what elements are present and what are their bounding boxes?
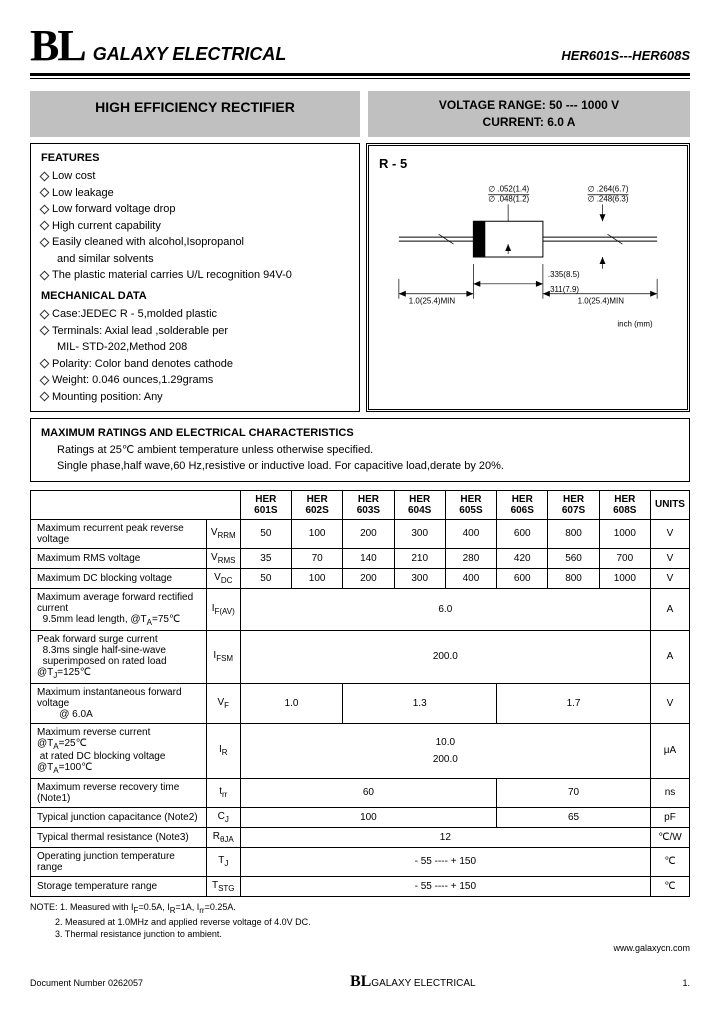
svg-text:1.0(25.4)MIN: 1.0(25.4)MIN <box>578 296 625 305</box>
spec-table: HER 601S HER 602S HER 603S HER 604S HER … <box>30 490 690 897</box>
mech-item-cont: MIL- STD-202,Method 208 <box>57 339 349 356</box>
features-box: FEATURES Low cost Low leakage Low forwar… <box>30 143 360 413</box>
part-number: HER601S---HER608S <box>561 48 690 63</box>
voltage-value: 50 --- 1000 V <box>549 98 619 112</box>
feature-item: Low cost <box>52 170 95 182</box>
doc-number: Document Number 0262057 <box>30 978 143 988</box>
notes: NOTE: 1. Measured with IF=0.5A, IR=1A, I… <box>30 901 690 941</box>
col-header: HER 603S <box>343 490 394 519</box>
col-header: HER 607S <box>548 490 599 519</box>
feature-item: Low forward voltage drop <box>52 203 176 215</box>
package-diagram: R - 5 ∅ .052(1.4) ∅ .048(1.2) ∅ .264(6.7… <box>366 143 690 413</box>
product-title: HIGH EFFICIENCY RECTIFIER <box>30 91 360 137</box>
table-row: Maximum instantaneous forward voltage @ … <box>31 683 690 723</box>
col-header: HER 602S <box>291 490 342 519</box>
table-row: Storage temperature range TSTG - 55 ----… <box>31 876 690 896</box>
mechanical-heading: MECHANICAL DATA <box>41 288 349 305</box>
table-header: HER 601S HER 602S HER 603S HER 604S HER … <box>31 490 690 519</box>
feature-item: The plastic material carries U/L recogni… <box>52 269 292 281</box>
svg-text:1.0(25.4)MIN: 1.0(25.4)MIN <box>409 296 456 305</box>
mech-item: Terminals: Axial lead ,solderable per <box>52 325 228 337</box>
ratings-line: Ratings at 25℃ ambient temperature unles… <box>57 442 679 459</box>
ratings-line: Single phase,half wave,60 Hz,resistive o… <box>57 458 679 475</box>
table-row: Typical junction capacitance (Note2) CJ … <box>31 807 690 827</box>
bullet-icon <box>40 221 50 231</box>
svg-text:∅ .248(6.3): ∅ .248(6.3) <box>588 194 629 203</box>
footer-company: GALAXY ELECTRICAL <box>371 978 475 989</box>
svg-text:∅ .052(1.4): ∅ .052(1.4) <box>488 184 529 193</box>
table-row: Maximum reverse recovery time (Note1) tr… <box>31 778 690 807</box>
table-row: Maximum RMS voltageVRMS35701402102804205… <box>31 548 690 568</box>
col-header: HER 601S <box>240 490 291 519</box>
bullet-icon <box>40 359 50 369</box>
features-heading: FEATURES <box>41 150 349 167</box>
feature-item: Easily cleaned with alcohol,Isopropanol <box>52 236 244 248</box>
company-name: GALAXY ELECTRICAL <box>93 44 287 65</box>
col-header: HER 605S <box>445 490 496 519</box>
package-label: R - 5 <box>379 156 677 171</box>
footer-logo: BL <box>350 973 371 990</box>
svg-text:.311(7.9): .311(7.9) <box>548 284 580 293</box>
website-url: www.galaxycn.com <box>30 943 690 953</box>
bullet-icon <box>40 326 50 336</box>
bullet-icon <box>40 392 50 402</box>
bullet-icon <box>40 270 50 280</box>
mech-item: Case:JEDEC R - 5,molded plastic <box>52 308 217 320</box>
bullet-icon <box>40 204 50 214</box>
col-header: HER 606S <box>497 490 548 519</box>
title-row: HIGH EFFICIENCY RECTIFIER VOLTAGE RANGE:… <box>30 91 690 137</box>
col-header: HER 608S <box>599 490 650 519</box>
svg-text:∅ .048(1.2): ∅ .048(1.2) <box>488 194 529 203</box>
feature-item-cont: and similar solvents <box>57 251 349 268</box>
bullet-icon <box>40 188 50 198</box>
col-header: HER 604S <box>394 490 445 519</box>
logo: BL <box>30 20 85 71</box>
bullet-icon <box>40 237 50 247</box>
ratings-box: MAXIMUM RATINGS AND ELECTRICAL CHARACTER… <box>30 418 690 482</box>
header: BL GALAXY ELECTRICAL HER601S---HER608S <box>30 20 690 76</box>
voltage-label: VOLTAGE RANGE: <box>439 98 546 112</box>
divider <box>30 78 690 79</box>
table-row: Maximum reverse current @TA=25℃ at rated… <box>31 723 690 778</box>
table-row: Operating junction temperature range TJ … <box>31 847 690 876</box>
table-row: Maximum average forward rectified curren… <box>31 588 690 630</box>
mech-item: Weight: 0.046 ounces,1.29grams <box>52 374 213 386</box>
table-row: Typical thermal resistance (Note3) RθJA … <box>31 827 690 847</box>
feature-item: High current capability <box>52 220 161 232</box>
current-value: 6.0 A <box>547 115 575 129</box>
diode-drawing: ∅ .052(1.4) ∅ .048(1.2) ∅ .264(6.7) ∅ .2… <box>379 179 677 339</box>
footer: Document Number 0262057 BLGALAXY ELECTRI… <box>30 973 690 991</box>
mid-row: FEATURES Low cost Low leakage Low forwar… <box>30 143 690 413</box>
specs-box: VOLTAGE RANGE: 50 --- 1000 V CURRENT: 6.… <box>368 91 690 137</box>
svg-text:inch (mm): inch (mm) <box>617 319 653 328</box>
mech-item: Mounting position: Any <box>52 391 163 403</box>
page-number: 1. <box>682 978 690 988</box>
bullet-icon <box>40 171 50 181</box>
svg-text:.335(8.5): .335(8.5) <box>548 269 580 278</box>
ratings-heading: MAXIMUM RATINGS AND ELECTRICAL CHARACTER… <box>41 425 679 442</box>
table-row: Peak forward surge current 8.3ms single … <box>31 630 690 683</box>
units-header: UNITS <box>650 490 689 519</box>
bullet-icon <box>40 375 50 385</box>
bullet-icon <box>40 309 50 319</box>
feature-item: Low leakage <box>52 187 114 199</box>
mech-item: Polarity: Color band denotes cathode <box>52 358 233 370</box>
table-row: Maximum DC blocking voltageVDC5010020030… <box>31 568 690 588</box>
svg-text:∅ .264(6.7): ∅ .264(6.7) <box>588 184 629 193</box>
current-label: CURRENT: <box>483 115 544 129</box>
table-row: Maximum recurrent peak reverse voltageVR… <box>31 519 690 548</box>
